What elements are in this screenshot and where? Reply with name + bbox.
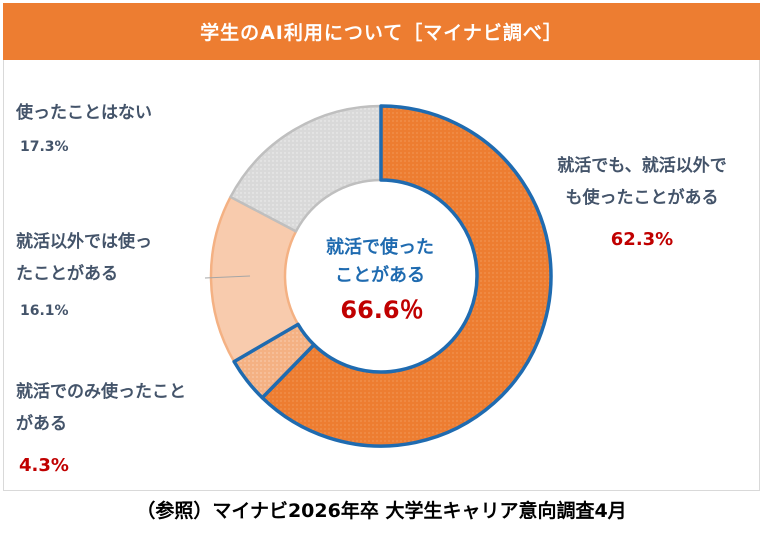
- value-never: 17.3%: [20, 139, 69, 155]
- chart-title: 学生のAI利用について［マイナビ調べ］: [3, 3, 760, 60]
- label-only-job: 就活でのみ使ったこと がある: [16, 376, 186, 440]
- label-non-job-line-2: たことがある: [16, 264, 118, 284]
- center-label-line-2: ことがある: [335, 265, 425, 286]
- label-only-job-line-2: がある: [16, 414, 67, 434]
- source-note: （参照）マイナビ2026年卒 大学生キャリア意向調査4月: [136, 500, 627, 522]
- label-never-line-1: 使ったことはない: [16, 103, 152, 123]
- slice-both: [260, 104, 553, 448]
- center-value: 66.6％: [340, 296, 424, 324]
- center-label: 就活で使った ことがある: [310, 234, 450, 290]
- center-label-line-1: 就活で使った: [326, 237, 434, 258]
- label-non-job-line-1: 就活以外では使っ: [16, 232, 152, 252]
- value-both: 62.3%: [610, 229, 674, 250]
- label-never: 使ったことはない: [16, 97, 152, 129]
- slice-never: [229, 104, 383, 233]
- label-only-job-line-1: 就活でのみ使ったこと: [16, 382, 186, 402]
- value-only-job: 4.3%: [19, 455, 69, 476]
- label-both: 就活でも、就活以外で も使ったことがある: [542, 150, 742, 214]
- slice-only-job: [232, 322, 316, 400]
- label-both-line-2: も使ったことがある: [565, 188, 719, 208]
- label-non-job: 就活以外では使っ たことがある: [16, 226, 152, 290]
- leader-line: [204, 275, 251, 279]
- label-both-line-1: 就活でも、就活以外で: [557, 156, 727, 176]
- value-non-job: 16.1%: [20, 303, 69, 319]
